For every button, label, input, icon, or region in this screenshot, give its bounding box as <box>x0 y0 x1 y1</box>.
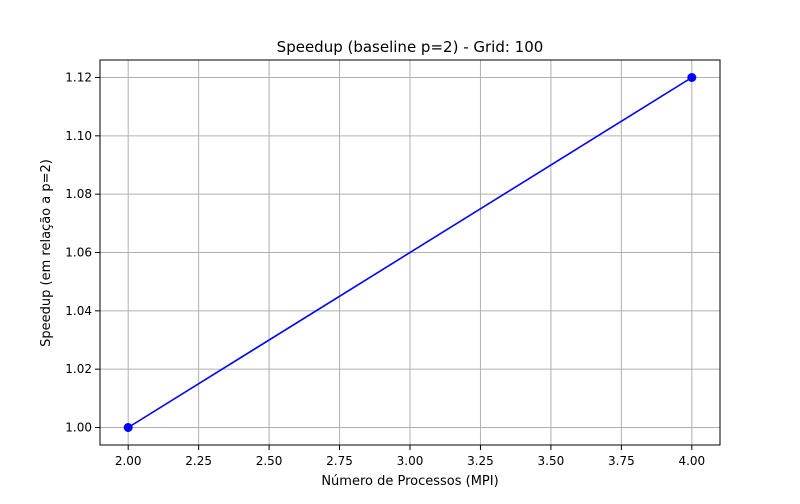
x-tick-label: 3.00 <box>397 454 424 468</box>
chart-title: Speedup (baseline p=2) - Grid: 100 <box>277 38 544 56</box>
y-tick-label: 1.04 <box>65 304 92 318</box>
x-tick-label: 4.00 <box>678 454 705 468</box>
x-tick-label: 2.00 <box>115 454 142 468</box>
y-tick-label: 1.10 <box>65 129 92 143</box>
x-tick-label: 3.75 <box>608 454 635 468</box>
x-axis-ticks: 2.00 2.25 2.50 2.75 3.00 3.25 3.50 3.75 4.00 <box>115 445 705 468</box>
y-tick-label: 1.00 <box>65 421 92 435</box>
speedup-data-point <box>687 73 697 82</box>
x-tick-label: 2.50 <box>256 454 283 468</box>
x-tick-label: 2.25 <box>185 454 212 468</box>
y-tick-label: 1.06 <box>65 246 92 260</box>
y-tick-label: 1.08 <box>65 187 92 201</box>
y-axis-label: Speedup (em relação a p=2) <box>39 159 54 347</box>
y-axis-ticks: 1.00 1.02 1.04 1.06 1.08 1.10 1.12 <box>65 71 100 435</box>
x-tick-label: 3.25 <box>467 454 494 468</box>
series-layer <box>123 73 697 432</box>
x-tick-label: 2.75 <box>326 454 353 468</box>
x-axis-label: Número de Processos (MPI) <box>321 474 498 489</box>
speedup-series-line <box>127 76 693 429</box>
y-tick-label: 1.02 <box>65 362 92 376</box>
y-tick-label: 1.12 <box>65 71 92 85</box>
x-tick-label: 3.50 <box>538 454 565 468</box>
speedup-data-point <box>123 423 133 432</box>
